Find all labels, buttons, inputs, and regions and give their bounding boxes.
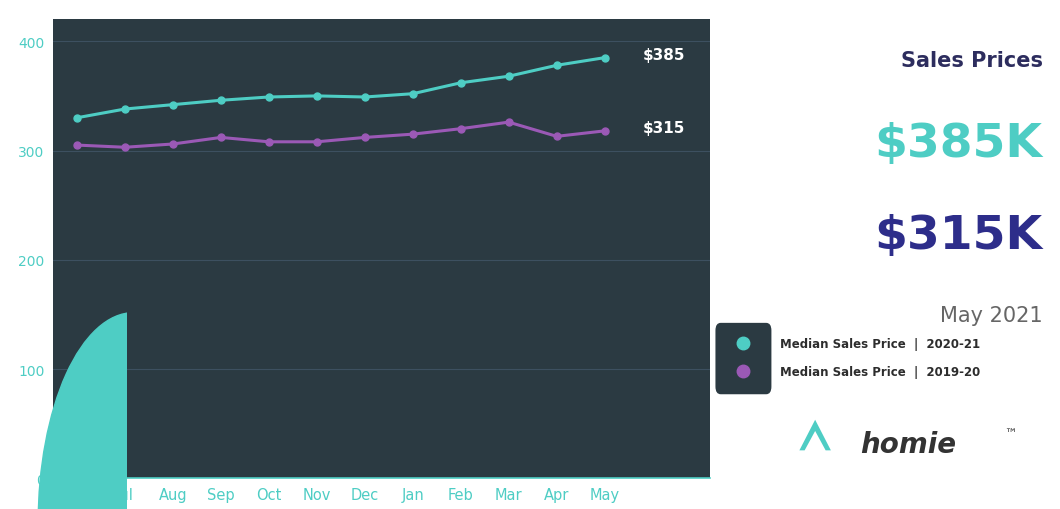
Text: $385K: $385K [874,122,1043,167]
Text: $385: $385 [643,48,686,63]
Text: Median Sales Price  |  2019-20: Median Sales Price | 2019-20 [780,365,980,378]
Circle shape [38,313,229,509]
Text: $315: $315 [643,121,686,136]
Text: $315K: $315K [874,214,1043,259]
Text: Sales Prices: Sales Prices [901,51,1043,71]
Text: homie: homie [861,430,957,458]
Text: ™: ™ [1004,427,1017,440]
Polygon shape [799,420,831,450]
Text: Median Sales Price  |  2020-21: Median Sales Price | 2020-21 [780,337,980,350]
FancyBboxPatch shape [716,323,772,394]
Text: May 2021: May 2021 [940,305,1043,325]
